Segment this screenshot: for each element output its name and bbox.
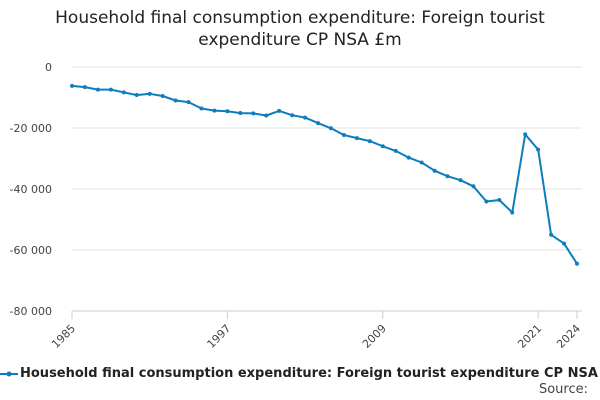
data-point bbox=[316, 121, 321, 126]
source-label: Source: bbox=[538, 382, 588, 397]
series-group bbox=[70, 83, 579, 266]
data-point bbox=[354, 136, 359, 141]
data-point bbox=[523, 132, 528, 137]
data-point bbox=[536, 147, 541, 152]
data-point bbox=[95, 87, 100, 92]
data-point bbox=[380, 144, 385, 149]
y-tick-label: 0 bbox=[45, 61, 52, 74]
y-tick-label: -60 000 bbox=[10, 244, 52, 257]
y-tick-label: -40 000 bbox=[10, 183, 52, 196]
data-point bbox=[134, 93, 139, 98]
data-point bbox=[484, 199, 489, 204]
legend-label: Household final consumption expenditure:… bbox=[20, 366, 600, 381]
x-tick-label: 2024 bbox=[554, 322, 583, 351]
data-point bbox=[264, 113, 269, 118]
data-point bbox=[328, 126, 333, 131]
x-tick-label: 2009 bbox=[360, 322, 389, 351]
data-point bbox=[393, 148, 398, 153]
data-point bbox=[238, 111, 243, 116]
data-point bbox=[432, 168, 437, 173]
data-point bbox=[160, 93, 165, 98]
series-line bbox=[71, 84, 578, 265]
data-point bbox=[277, 108, 282, 113]
legend-line-marker-icon bbox=[0, 371, 18, 377]
data-point bbox=[186, 100, 191, 105]
data-point bbox=[212, 108, 217, 113]
data-point bbox=[406, 155, 411, 160]
data-point bbox=[341, 133, 346, 138]
data-point bbox=[458, 178, 463, 183]
data-point bbox=[471, 184, 476, 189]
data-point bbox=[290, 113, 295, 118]
data-point bbox=[303, 115, 308, 120]
data-point bbox=[147, 91, 152, 96]
x-tick-label: 2021 bbox=[515, 322, 544, 351]
data-point bbox=[510, 210, 515, 215]
data-point bbox=[445, 174, 450, 179]
chart-title-line-2: expenditure CP NSA £m bbox=[198, 30, 402, 50]
data-point bbox=[82, 85, 87, 90]
data-point bbox=[225, 109, 230, 114]
chart-title-line-1: Household final consumption expenditure:… bbox=[55, 8, 545, 28]
data-point bbox=[562, 241, 567, 246]
y-tick-label: -80 000 bbox=[10, 305, 52, 318]
data-point bbox=[497, 197, 502, 202]
data-point bbox=[251, 111, 256, 116]
data-point bbox=[199, 106, 204, 111]
grid-lines bbox=[72, 66, 582, 312]
data-point bbox=[549, 232, 554, 237]
x-axis: 1985 1997 2009 2021 2024 bbox=[49, 310, 583, 351]
data-point bbox=[173, 98, 178, 103]
x-tick-label: 1985 bbox=[49, 322, 78, 351]
data-point bbox=[70, 83, 74, 88]
data-point bbox=[121, 90, 126, 95]
data-point bbox=[367, 139, 372, 144]
x-tick-label: 1997 bbox=[205, 322, 234, 351]
y-tick-label: -20 000 bbox=[10, 122, 52, 135]
data-point bbox=[108, 87, 113, 92]
legend[interactable]: Household final consumption expenditure:… bbox=[0, 365, 600, 383]
chart-title: Household final consumption expenditure:… bbox=[0, 7, 600, 51]
data-point bbox=[575, 261, 579, 266]
data-point bbox=[419, 160, 424, 165]
y-axis: 0 -20 000 -40 000 -60 000 -80 000 bbox=[10, 61, 52, 318]
